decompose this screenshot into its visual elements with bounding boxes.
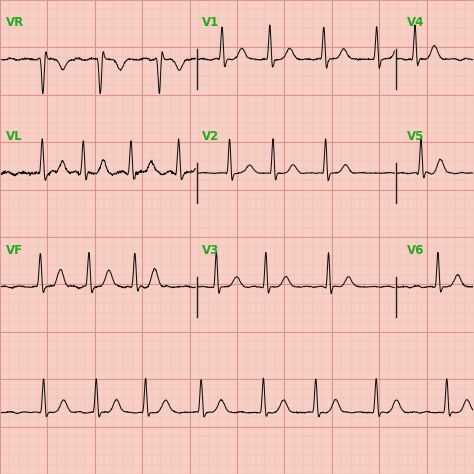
- Text: V6: V6: [407, 244, 424, 256]
- Text: VF: VF: [6, 244, 23, 256]
- Text: V5: V5: [407, 130, 424, 143]
- Text: V1: V1: [201, 16, 219, 29]
- Text: V2: V2: [201, 130, 219, 143]
- Text: V3: V3: [201, 244, 219, 256]
- Text: VL: VL: [6, 130, 22, 143]
- Text: V4: V4: [407, 16, 424, 29]
- Text: VR: VR: [6, 16, 24, 29]
